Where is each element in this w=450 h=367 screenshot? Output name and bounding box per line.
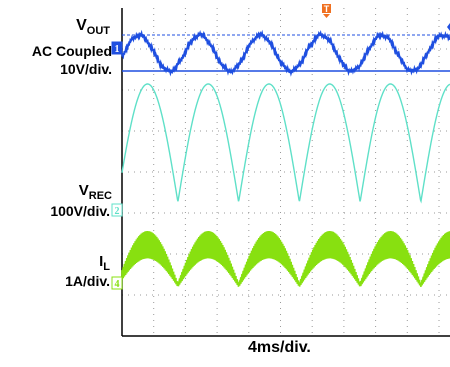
vout-trace bbox=[120, 29, 450, 77]
trigger-marker-icon bbox=[322, 4, 331, 13]
channel-1-marker-icon bbox=[111, 41, 123, 55]
vout-coupling-label: AC Coupled bbox=[31, 43, 112, 59]
vrec-label-main: V bbox=[78, 182, 89, 199]
il-trace bbox=[121, 230, 450, 288]
il-scale-label: 1A/div. bbox=[65, 273, 110, 289]
channel-1-marker-label: 1 bbox=[115, 44, 120, 55]
vout-label-main: V bbox=[76, 17, 87, 34]
vout-label-sub: OUT bbox=[86, 25, 110, 38]
vout-label: VOUT bbox=[0, 18, 110, 37]
trigger-arrow-icon bbox=[323, 14, 330, 18]
channel-4-marker-icon bbox=[111, 276, 123, 290]
vout-scale-label: 10V/div. bbox=[60, 61, 112, 77]
scope-markers: T 1 2 4 bbox=[111, 4, 450, 290]
ch1-ref-arrow-icon bbox=[447, 23, 450, 31]
time-scale-label: 4ms/div. bbox=[248, 339, 311, 356]
trigger-marker-label: T bbox=[324, 4, 330, 14]
channel-4-marker-label: 4 bbox=[115, 279, 120, 290]
il-label-main: I bbox=[99, 253, 104, 270]
vrec-label-sub: REC bbox=[88, 190, 112, 202]
il-label: IL bbox=[99, 254, 110, 273]
scope-traces bbox=[120, 29, 450, 288]
channel-2-marker-icon bbox=[111, 203, 123, 217]
channel-2-marker-label: 2 bbox=[115, 206, 120, 217]
vrec-label: VREC bbox=[79, 183, 112, 202]
vrec-trace bbox=[121, 83, 450, 204]
vrec-scale-label: 100V/div. bbox=[50, 203, 110, 219]
il-label-sub: L bbox=[103, 261, 110, 273]
